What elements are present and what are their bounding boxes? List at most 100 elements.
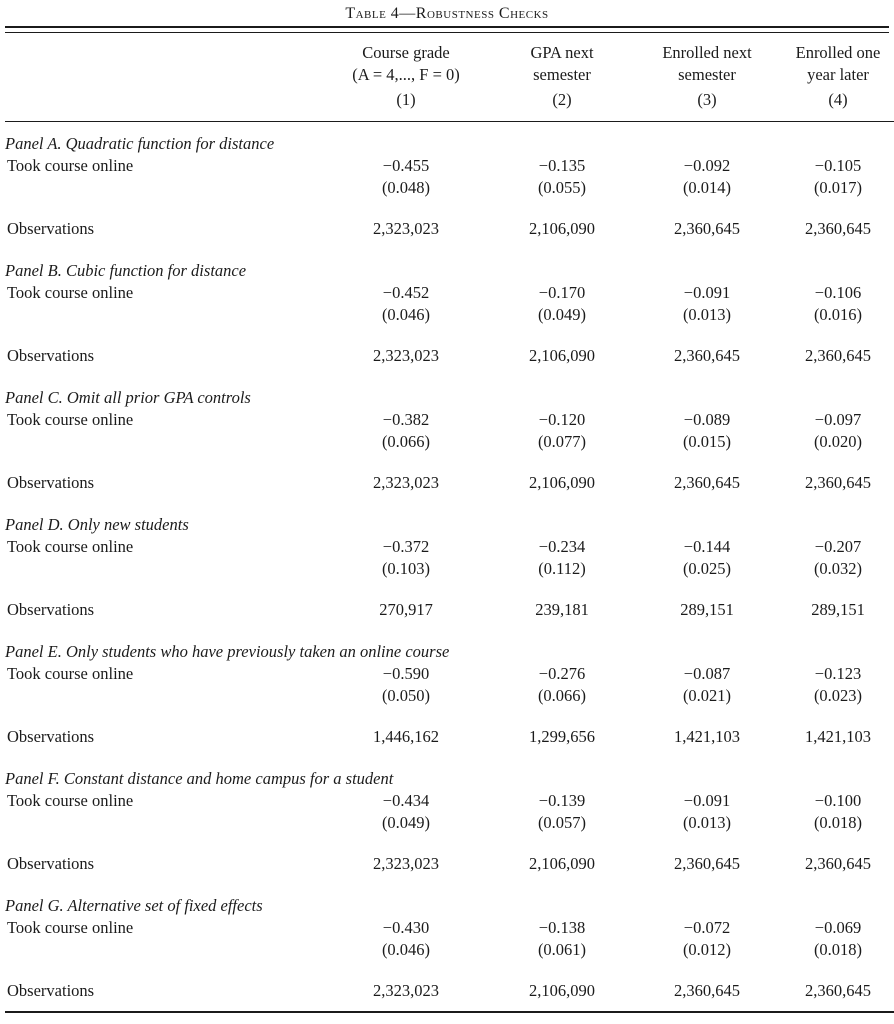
coefficient-value: −0.097 xyxy=(814,410,862,429)
stderr-value: (0.013) xyxy=(682,305,732,324)
header-empty-cell xyxy=(5,33,325,122)
empty-cell xyxy=(5,431,325,453)
column-header-gpa-next-semester: GPA next semester (2) xyxy=(487,33,637,122)
panel-heading-row: Panel B. Cubic function for distance xyxy=(5,249,894,282)
observations-value: 2,106,090 xyxy=(529,346,595,365)
coefficient-value: −0.455 xyxy=(382,156,430,175)
observations-value: 2,323,023 xyxy=(373,473,439,492)
coefficient-value: −0.135 xyxy=(538,156,586,175)
panel-heading: Panel B. Cubic function for distance xyxy=(5,261,247,280)
column-header-line1: Course grade xyxy=(362,43,450,62)
observations-value: 270,917 xyxy=(379,600,433,619)
stderr-value: (0.048) xyxy=(381,178,431,197)
row-label-observations: Observations xyxy=(7,473,95,492)
coefficient-value: −0.234 xyxy=(538,537,586,556)
row-label-observations: Observations xyxy=(7,727,95,746)
observations-value: 2,106,090 xyxy=(529,981,595,1000)
robustness-checks-table: Course grade (A = 4,..., F = 0) (1) GPA … xyxy=(5,33,894,1013)
stderr-value: (0.012) xyxy=(682,940,732,959)
panel-heading-row: Panel E. Only students who have previous… xyxy=(5,630,894,663)
panel-heading-row: Panel D. Only new students xyxy=(5,503,894,536)
empty-cell xyxy=(5,304,325,326)
observations-value: 2,106,090 xyxy=(529,219,595,238)
coefficient-row: Took course online −0.430 −0.138 −0.072 … xyxy=(5,917,894,939)
panel-heading-row: Panel A. Quadratic function for distance xyxy=(5,122,894,156)
coefficient-row: Took course online −0.590 −0.276 −0.087 … xyxy=(5,663,894,685)
column-number: (4) xyxy=(828,90,848,109)
observations-row: Observations 1,446,162 1,299,656 1,421,1… xyxy=(5,707,894,757)
observations-value: 2,360,645 xyxy=(674,219,740,238)
observations-row: Observations 2,323,023 2,106,090 2,360,6… xyxy=(5,199,894,249)
row-label-took-course-online: Took course online xyxy=(7,410,134,429)
panel-c: Panel C. Omit all prior GPA controls Too… xyxy=(5,376,894,503)
top-double-rule xyxy=(5,26,889,33)
stderr-value: (0.066) xyxy=(381,432,431,451)
empty-cell xyxy=(5,177,325,199)
stderr-value: (0.032) xyxy=(813,559,863,578)
row-label-observations: Observations xyxy=(7,981,95,1000)
coefficient-value: −0.139 xyxy=(538,791,586,810)
stderr-value: (0.013) xyxy=(682,813,732,832)
coefficient-row: Took course online −0.372 −0.234 −0.144 … xyxy=(5,536,894,558)
panel-e: Panel E. Only students who have previous… xyxy=(5,630,894,757)
stderr-row: (0.050) (0.066) (0.021) (0.023) xyxy=(5,685,894,707)
coefficient-value: −0.091 xyxy=(683,791,731,810)
observations-value: 289,151 xyxy=(811,600,865,619)
stderr-value: (0.049) xyxy=(537,305,587,324)
stderr-row: (0.066) (0.077) (0.015) (0.020) xyxy=(5,431,894,453)
panel-heading: Panel G. Alternative set of fixed effect… xyxy=(5,896,263,915)
column-number: (2) xyxy=(552,90,572,109)
table-header: Course grade (A = 4,..., F = 0) (1) GPA … xyxy=(5,33,894,122)
panel-b: Panel B. Cubic function for distance Too… xyxy=(5,249,894,376)
observations-value: 2,323,023 xyxy=(373,346,439,365)
observations-row: Observations 2,323,023 2,106,090 2,360,6… xyxy=(5,453,894,503)
column-header-course-grade: Course grade (A = 4,..., F = 0) (1) xyxy=(325,33,487,122)
observations-value: 1,299,656 xyxy=(529,727,595,746)
panel-g: Panel G. Alternative set of fixed effect… xyxy=(5,884,894,1012)
observations-value: 2,323,023 xyxy=(373,981,439,1000)
coefficient-value: −0.106 xyxy=(814,283,862,302)
observations-value: 2,360,645 xyxy=(674,981,740,1000)
coefficient-value: −0.087 xyxy=(683,664,731,683)
stderr-value: (0.021) xyxy=(682,686,732,705)
observations-value: 2,360,645 xyxy=(805,473,871,492)
coefficient-value: −0.452 xyxy=(382,283,430,302)
coefficient-value: −0.590 xyxy=(382,664,430,683)
observations-value: 2,360,645 xyxy=(674,346,740,365)
observations-row: Observations 2,323,023 2,106,090 2,360,6… xyxy=(5,326,894,376)
stderr-value: (0.050) xyxy=(381,686,431,705)
row-label-took-course-online: Took course online xyxy=(7,537,134,556)
column-header-line2: semester xyxy=(678,65,736,84)
column-number: (1) xyxy=(396,90,416,109)
observations-value: 2,360,645 xyxy=(805,346,871,365)
panel-heading-row: Panel C. Omit all prior GPA controls xyxy=(5,376,894,409)
coefficient-value: −0.170 xyxy=(538,283,586,302)
coefficient-value: −0.207 xyxy=(814,537,862,556)
coefficient-value: −0.089 xyxy=(683,410,731,429)
row-label-took-course-online: Took course online xyxy=(7,664,134,683)
observations-value: 2,360,645 xyxy=(805,219,871,238)
observations-value: 239,181 xyxy=(535,600,589,619)
stderr-value: (0.015) xyxy=(682,432,732,451)
row-label-observations: Observations xyxy=(7,854,95,873)
stderr-value: (0.049) xyxy=(381,813,431,832)
column-header-line2: year later xyxy=(807,65,869,84)
coefficient-value: −0.105 xyxy=(814,156,862,175)
stderr-row: (0.046) (0.049) (0.013) (0.016) xyxy=(5,304,894,326)
coefficient-value: −0.120 xyxy=(538,410,586,429)
coefficient-value: −0.434 xyxy=(382,791,430,810)
coefficient-value: −0.144 xyxy=(683,537,731,556)
stderr-row: (0.049) (0.057) (0.013) (0.018) xyxy=(5,812,894,834)
panel-heading: Panel D. Only new students xyxy=(5,515,189,534)
stderr-value: (0.055) xyxy=(537,178,587,197)
column-header-enrolled-one-year-later: Enrolled one year later (4) xyxy=(777,33,894,122)
table-title: Table 4—Robustness Checks xyxy=(345,5,549,22)
stderr-value: (0.020) xyxy=(813,432,863,451)
observations-value: 2,360,645 xyxy=(674,854,740,873)
stderr-row: (0.048) (0.055) (0.014) (0.017) xyxy=(5,177,894,199)
panel-heading: Panel F. Constant distance and home camp… xyxy=(5,769,394,788)
coefficient-value: −0.138 xyxy=(538,918,586,937)
observations-value: 2,323,023 xyxy=(373,219,439,238)
panel-a: Panel A. Quadratic function for distance… xyxy=(5,122,894,250)
